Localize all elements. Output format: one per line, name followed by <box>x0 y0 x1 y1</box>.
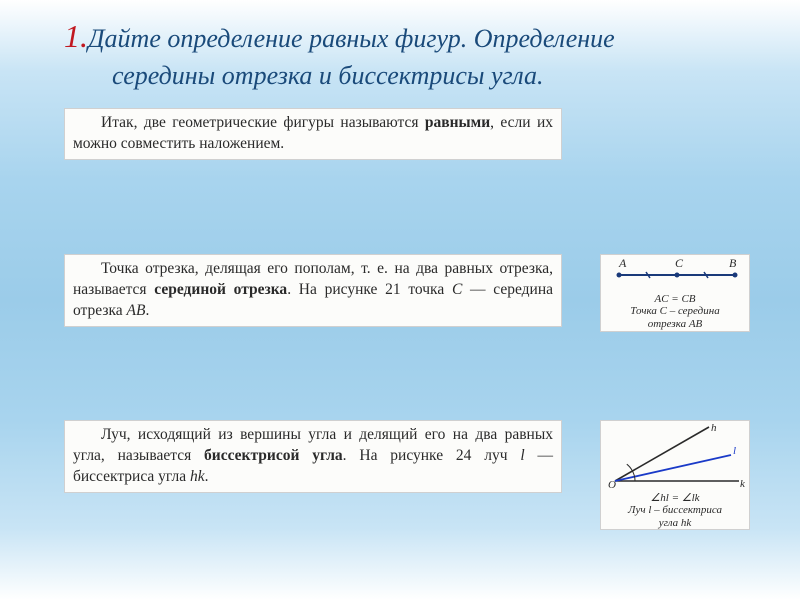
label-h: h <box>711 422 717 434</box>
label-k: k <box>740 478 746 489</box>
text: . <box>145 302 149 319</box>
italic-AB: AB <box>127 302 146 319</box>
point-B <box>733 273 738 278</box>
text: Итак, две геометрические фигуры называют… <box>101 114 425 131</box>
definition-equal-figures: Итак, две геометрические фигуры называют… <box>64 108 562 160</box>
arc-upper <box>627 464 633 471</box>
caption-line1: Точка C – середина <box>601 305 749 318</box>
italic-C: C <box>452 281 462 298</box>
figure-segment: A C B AC = CB Точка C – середина отрезка… <box>600 254 750 332</box>
ray-h <box>615 427 709 481</box>
label-O: O <box>608 479 616 489</box>
caption-line2: угла hk <box>601 517 749 530</box>
text: . На рисунке 21 точка <box>287 281 452 298</box>
formula-bisector: ∠hl = ∠lk <box>601 491 749 504</box>
formula-midpoint: AC = CB <box>601 293 749 305</box>
question-heading: 1.Дайте определение равных фигур. Опреде… <box>64 18 744 91</box>
point-C <box>675 273 680 278</box>
bold-midpoint: серединой отрезка <box>154 281 287 298</box>
italic-hk: hk <box>190 468 205 485</box>
bold-equal: равными <box>425 114 490 131</box>
label-C: C <box>675 256 684 270</box>
caption-line1: Луч l – биссектриса <box>601 504 749 517</box>
heading-line1: Дайте определение равных фигур. Определе… <box>88 24 615 53</box>
caption-line2: отрезка AB <box>601 318 749 331</box>
heading-line2: середины отрезка и биссектрисы угла. <box>112 61 744 91</box>
angle-diagram: O h l k <box>601 421 751 489</box>
definition-bisector: Луч, исходящий из вершины угла и делящий… <box>64 420 562 493</box>
point-A <box>617 273 622 278</box>
heading-number: 1. <box>64 18 88 54</box>
text: . <box>205 468 209 485</box>
label-B: B <box>729 256 737 270</box>
text: . На рисунке 24 луч <box>343 447 521 464</box>
label-l: l <box>733 445 736 457</box>
ray-l <box>615 455 731 481</box>
bold-bisector: биссектрисой угла <box>204 447 343 464</box>
definition-midpoint: Точка отрезка, делящая его пополам, т. е… <box>64 254 562 327</box>
label-A: A <box>618 256 627 270</box>
segment-diagram: A C B <box>601 255 751 291</box>
figure-angle: O h l k ∠hl = ∠lk Луч l – биссектриса уг… <box>600 420 750 530</box>
